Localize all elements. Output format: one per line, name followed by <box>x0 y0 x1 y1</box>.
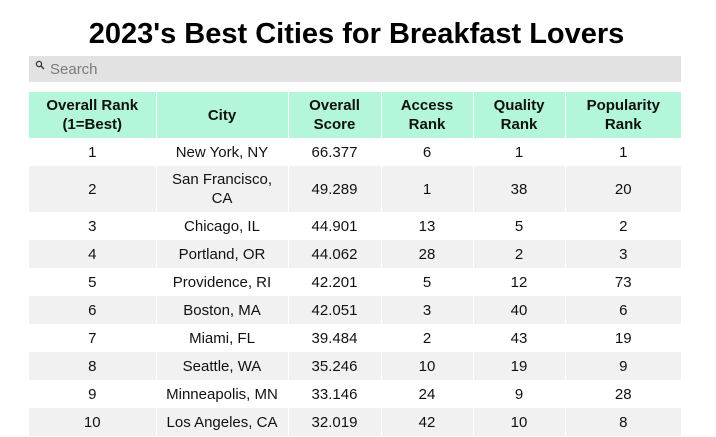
cell-city: Chicago, IL <box>156 212 289 240</box>
cell-access-rank: 2 <box>381 324 474 352</box>
cell-score: 35.246 <box>288 352 382 380</box>
cell-access-rank: 6 <box>381 138 474 166</box>
cell-quality-rank: 5 <box>473 212 566 240</box>
cell-access-rank: 13 <box>381 212 474 240</box>
search-icon <box>35 60 45 70</box>
cell-city: New York, NY <box>156 138 289 166</box>
table-body: 1 New York, NY 66.377 6 1 1 2 San Franci… <box>29 138 681 436</box>
cell-city: Portland, OR <box>156 240 289 268</box>
cell-access-rank: 28 <box>381 240 474 268</box>
cell-access-rank: 24 <box>381 380 474 408</box>
cell-popularity-rank: 73 <box>565 268 681 296</box>
cell-rank: 3 <box>29 212 157 240</box>
table-row: 5 Providence, RI 42.201 5 12 73 <box>29 268 681 296</box>
cell-popularity-rank: 19 <box>565 324 681 352</box>
cell-score: 44.062 <box>288 240 382 268</box>
table-row: 8 Seattle, WA 35.246 10 19 9 <box>29 352 681 380</box>
cell-score: 42.201 <box>288 268 382 296</box>
cell-popularity-rank: 9 <box>565 352 681 380</box>
cell-access-rank: 1 <box>381 166 474 212</box>
cell-quality-rank: 43 <box>473 324 566 352</box>
column-header-access-rank[interactable]: Access Rank <box>381 92 474 138</box>
table-row: 2 San Francisco, CA 49.289 1 38 20 <box>29 166 681 212</box>
cell-access-rank: 5 <box>381 268 474 296</box>
table-row: 10 Los Angeles, CA 32.019 42 10 8 <box>29 408 681 436</box>
cell-quality-rank: 38 <box>473 166 566 212</box>
cell-score: 44.901 <box>288 212 382 240</box>
cell-quality-rank: 12 <box>473 268 566 296</box>
cell-rank: 5 <box>29 268 157 296</box>
cell-popularity-rank: 3 <box>565 240 681 268</box>
data-table: Overall Rank (1=Best) City Overall Score… <box>29 92 681 436</box>
cell-city: Los Angeles, CA <box>156 408 289 436</box>
cell-score: 39.484 <box>288 324 382 352</box>
table-header: Overall Rank (1=Best) City Overall Score… <box>29 92 681 138</box>
cell-rank: 8 <box>29 352 157 380</box>
cell-rank: 10 <box>29 408 157 436</box>
cell-city: Providence, RI <box>156 268 289 296</box>
table-row: 9 Minneapolis, MN 33.146 24 9 28 <box>29 380 681 408</box>
cell-score: 49.289 <box>288 166 382 212</box>
cell-city: Miami, FL <box>156 324 289 352</box>
column-header-overall-score[interactable]: Overall Score <box>288 92 382 138</box>
cell-score: 33.146 <box>288 380 382 408</box>
column-header-city[interactable]: City <box>156 92 289 138</box>
cell-popularity-rank: 28 <box>565 380 681 408</box>
column-header-popularity-rank[interactable]: Popularity Rank <box>565 92 681 138</box>
cell-city: Seattle, WA <box>156 352 289 380</box>
cell-rank: 7 <box>29 324 157 352</box>
cell-quality-rank: 10 <box>473 408 566 436</box>
page-title: 2023's Best Cities for Breakfast Lovers <box>88 18 625 50</box>
cell-score: 42.051 <box>288 296 382 324</box>
header-row: Overall Rank (1=Best) City Overall Score… <box>29 92 681 138</box>
cell-quality-rank: 1 <box>473 138 566 166</box>
cell-city: Boston, MA <box>156 296 289 324</box>
search-input[interactable] <box>50 56 670 82</box>
cell-city: San Francisco, CA <box>156 166 289 212</box>
cell-rank: 2 <box>29 166 157 212</box>
cell-quality-rank: 9 <box>473 380 566 408</box>
cell-access-rank: 3 <box>381 296 474 324</box>
cell-rank: 6 <box>29 296 157 324</box>
cell-quality-rank: 2 <box>473 240 566 268</box>
cell-score: 32.019 <box>288 408 382 436</box>
table-row: 1 New York, NY 66.377 6 1 1 <box>29 138 681 166</box>
cell-quality-rank: 40 <box>473 296 566 324</box>
table-row: 7 Miami, FL 39.484 2 43 19 <box>29 324 681 352</box>
cell-popularity-rank: 2 <box>565 212 681 240</box>
cell-city: Minneapolis, MN <box>156 380 289 408</box>
column-header-overall-rank[interactable]: Overall Rank (1=Best) <box>29 92 157 138</box>
table-row: 6 Boston, MA 42.051 3 40 6 <box>29 296 681 324</box>
search-bar[interactable] <box>29 56 681 82</box>
column-header-quality-rank[interactable]: Quality Rank <box>473 92 566 138</box>
table-row: 4 Portland, OR 44.062 28 2 3 <box>29 240 681 268</box>
table-container[interactable]: Overall Rank (1=Best) City Overall Score… <box>29 92 681 437</box>
cell-popularity-rank: 8 <box>565 408 681 436</box>
cell-access-rank: 10 <box>381 352 474 380</box>
cell-quality-rank: 19 <box>473 352 566 380</box>
cell-rank: 9 <box>29 380 157 408</box>
cell-rank: 4 <box>29 240 157 268</box>
cell-score: 66.377 <box>288 138 382 166</box>
cell-popularity-rank: 20 <box>565 166 681 212</box>
cell-popularity-rank: 6 <box>565 296 681 324</box>
cell-popularity-rank: 1 <box>565 138 681 166</box>
cell-rank: 1 <box>29 138 157 166</box>
cell-access-rank: 42 <box>381 408 474 436</box>
table-row: 3 Chicago, IL 44.901 13 5 2 <box>29 212 681 240</box>
